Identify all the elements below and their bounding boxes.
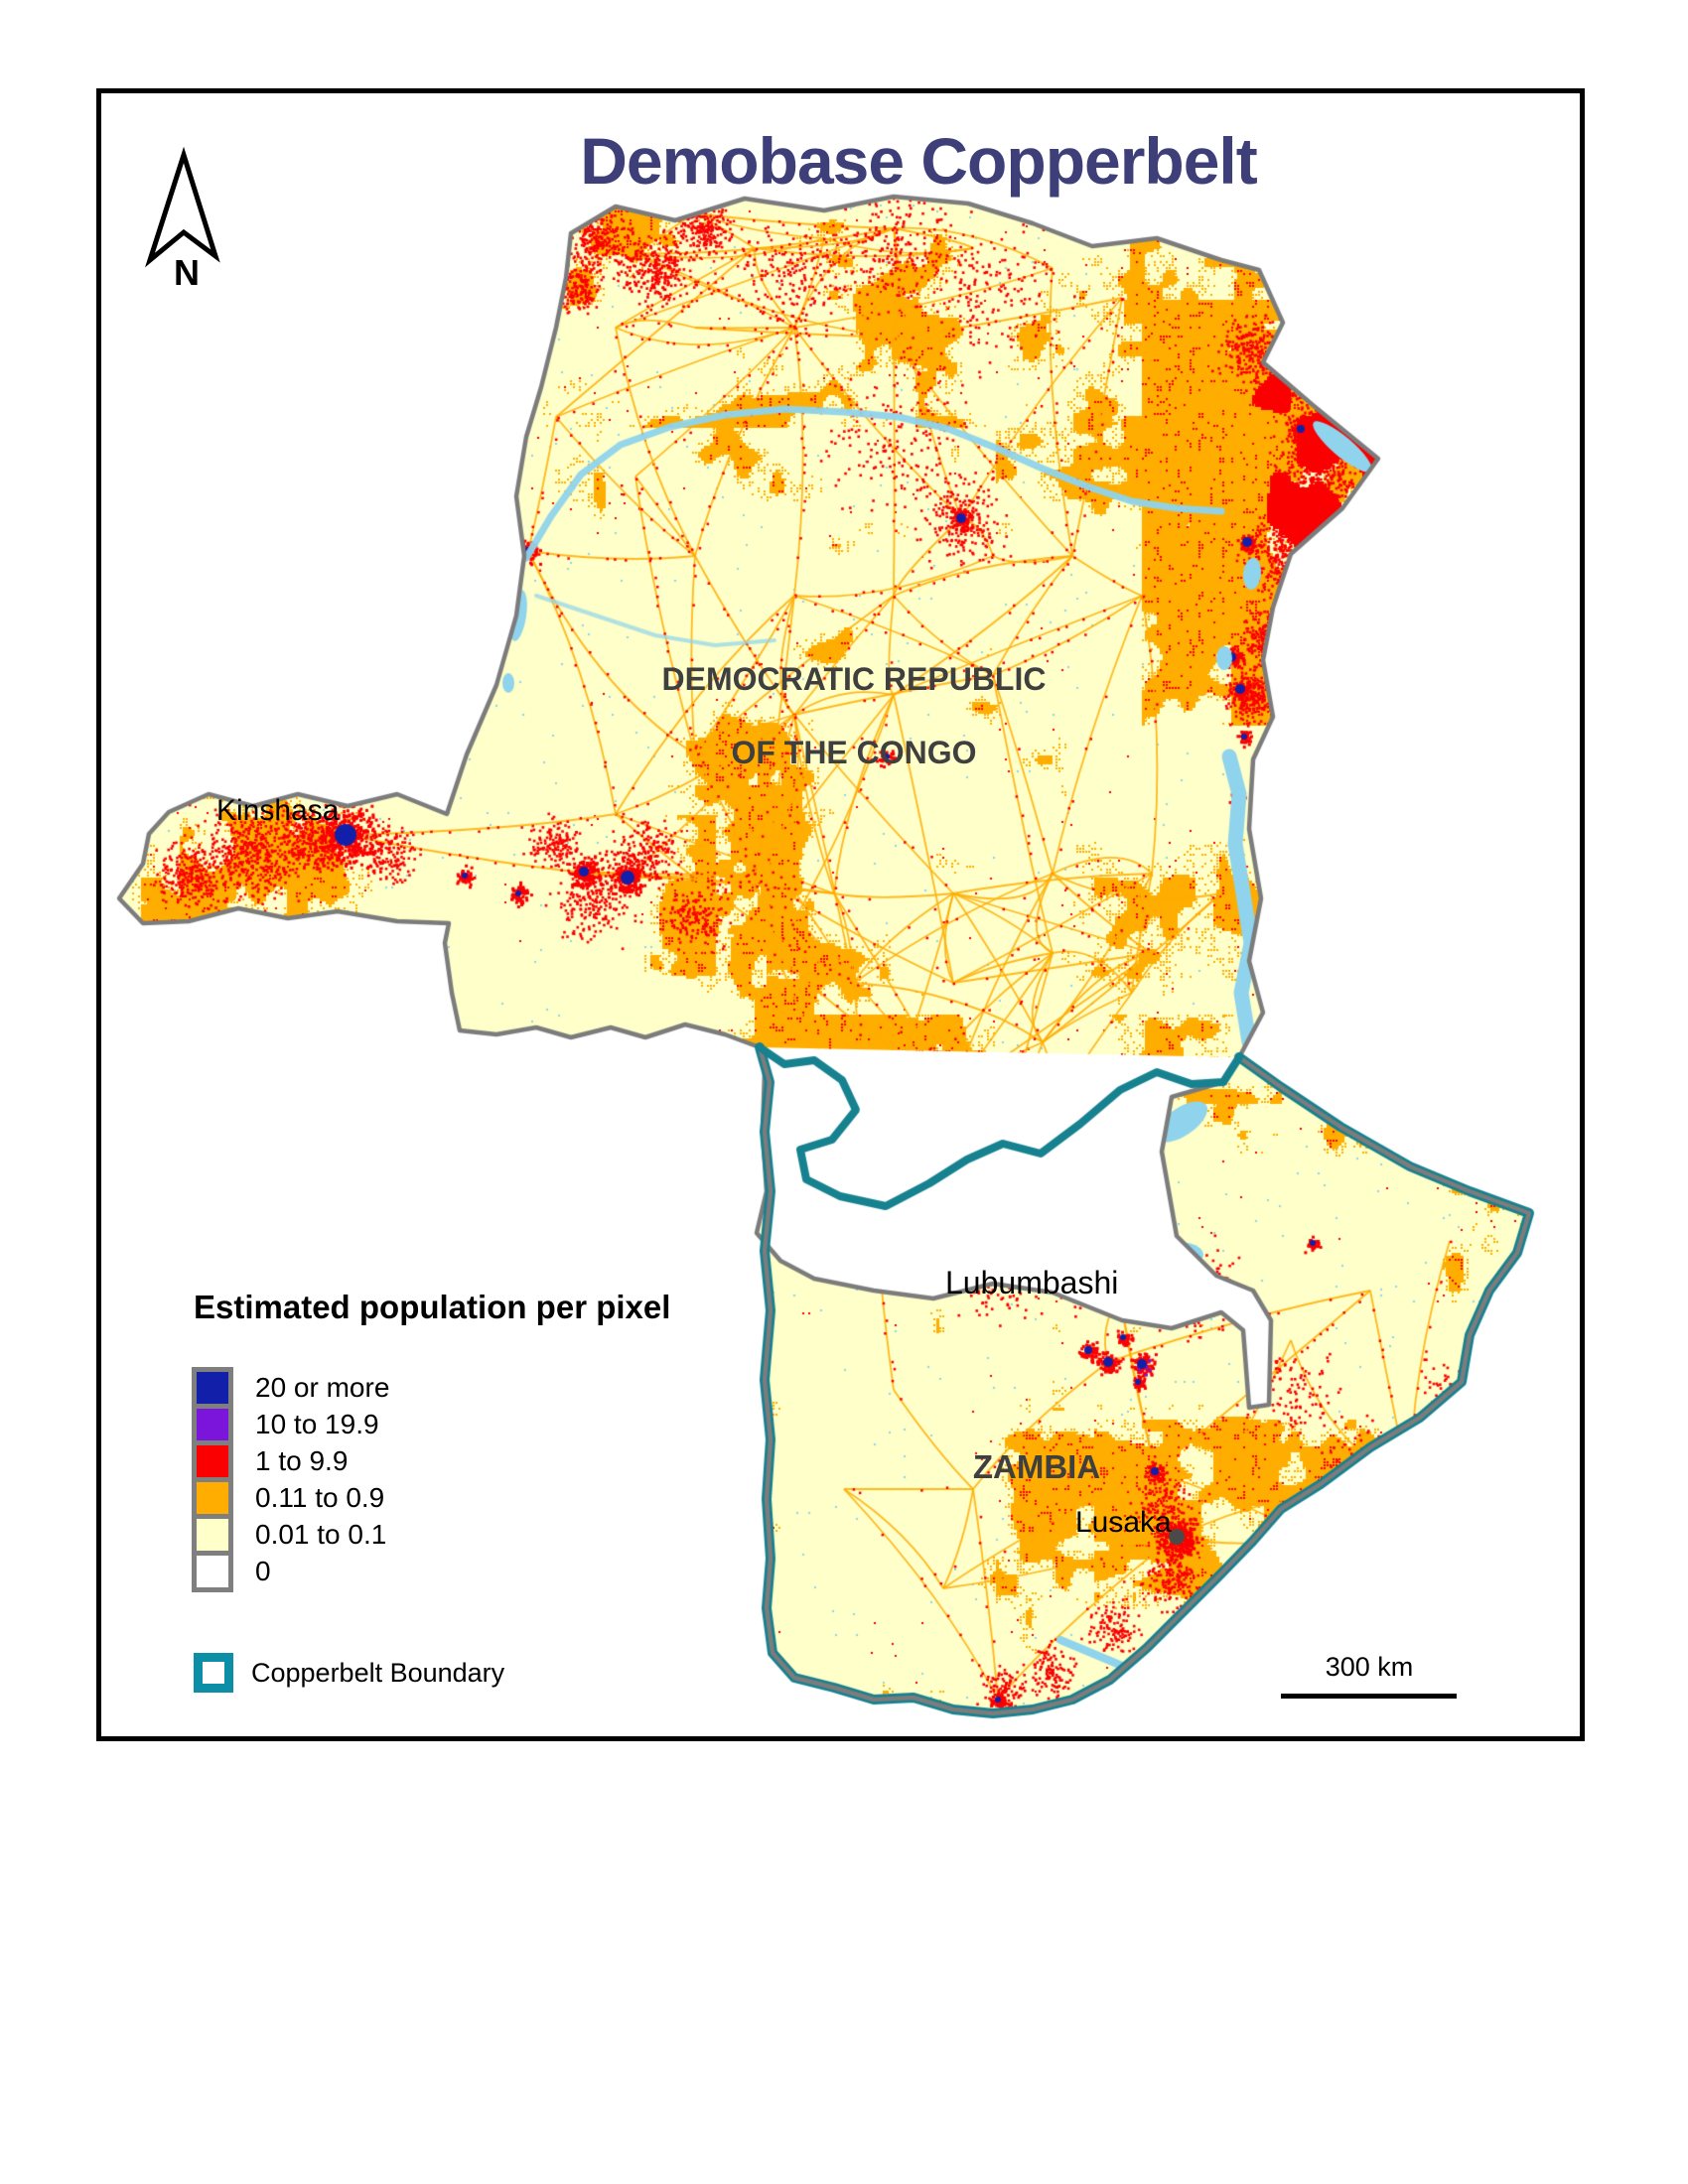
legend: 20 or more 10 to 19.9 1 to 9.9 0.11 to 0… bbox=[192, 1367, 389, 1592]
scale-bar bbox=[1281, 1694, 1457, 1699]
scale-bar-label: 300 km bbox=[1325, 1652, 1414, 1682]
drc-label-line1: DEMOCRATIC REPUBLIC bbox=[661, 661, 1047, 697]
legend-swatch-10-to-19 bbox=[192, 1404, 233, 1445]
legend-row: 10 to 19.9 bbox=[192, 1404, 389, 1445]
city-label-kinshasa: Kinshasa bbox=[216, 794, 340, 827]
country-label-zambia: ZAMBIA bbox=[972, 1448, 1101, 1485]
north-arrow-icon bbox=[145, 146, 220, 268]
population-map bbox=[101, 93, 1580, 1736]
legend-row: 0.01 to 0.1 bbox=[192, 1514, 389, 1556]
north-arrow-label: N bbox=[174, 252, 200, 293]
legend-swatch-20-or-more bbox=[192, 1367, 233, 1409]
city-label-lubumbashi: Lubumbashi bbox=[945, 1265, 1119, 1300]
copperbelt-boundary-swatch-icon bbox=[194, 1653, 233, 1693]
legend-row: 0 bbox=[192, 1551, 389, 1592]
legend-swatch-011-to-09 bbox=[192, 1477, 233, 1519]
legend-row: 0.11 to 0.9 bbox=[192, 1477, 389, 1519]
legend-label: 0 bbox=[255, 1556, 271, 1586]
city-label-lusaka: Lusaka bbox=[1075, 1506, 1172, 1539]
legend-title: Estimated population per pixel bbox=[194, 1289, 671, 1325]
country-label-drc: DEMOCRATIC REPUBLIC OF THE CONGO bbox=[662, 661, 1047, 771]
page-title: Demobase Copperbelt bbox=[580, 124, 1257, 198]
legend-swatch-001-to-01 bbox=[192, 1514, 233, 1556]
drc-label-line2: OF THE CONGO bbox=[731, 735, 977, 770]
legend-label: 20 or more bbox=[255, 1372, 390, 1403]
legend-swatch-1-to-9 bbox=[192, 1440, 233, 1482]
legend-label: 1 to 9.9 bbox=[255, 1445, 349, 1476]
legend-swatch-zero bbox=[192, 1551, 233, 1592]
legend-row: 20 or more bbox=[192, 1367, 389, 1409]
copperbelt-boundary-label: Copperbelt Boundary bbox=[251, 1657, 505, 1688]
legend-label: 0.01 to 0.1 bbox=[255, 1519, 387, 1550]
legend-label: 10 to 19.9 bbox=[255, 1409, 379, 1439]
legend-row: 1 to 9.9 bbox=[192, 1440, 389, 1482]
copperbelt-boundary-legend: Copperbelt Boundary bbox=[194, 1653, 504, 1693]
legend-label: 0.11 to 0.9 bbox=[255, 1482, 385, 1513]
